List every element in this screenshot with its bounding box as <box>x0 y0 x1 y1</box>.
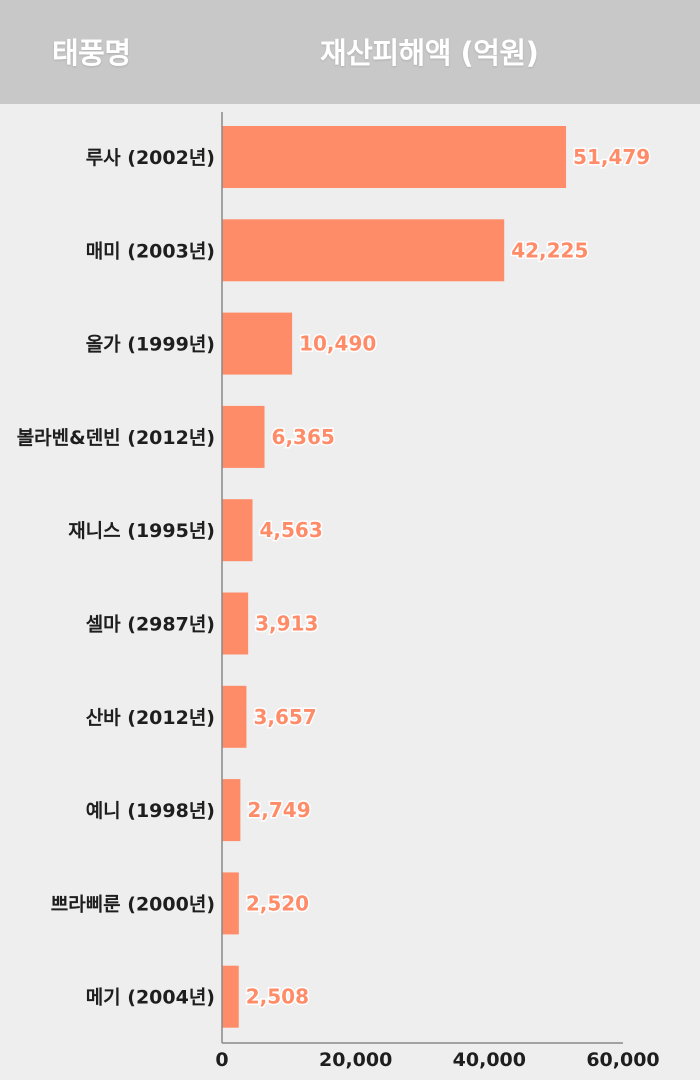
bar <box>222 965 239 1028</box>
category-label: 셀마 (2987년) <box>86 614 215 636</box>
value-label: 3,913 <box>255 612 318 636</box>
value-label: 42,225 <box>511 238 588 262</box>
bar <box>222 219 505 282</box>
bar <box>222 499 253 562</box>
x-tick-label: 40,000 <box>453 1049 526 1071</box>
value-label: 10,490 <box>299 332 376 356</box>
bar <box>222 405 265 468</box>
category-label: 산바 (2012년) <box>86 707 215 729</box>
value-label: 6,365 <box>272 425 335 449</box>
category-label: 메기 (2004년) <box>86 987 215 1009</box>
value-label: 3,657 <box>253 705 316 729</box>
table-header: 태풍명 재산피해액 (억원) <box>0 0 700 104</box>
bar <box>222 126 567 188</box>
damage-bar-chart: 루사 (2002년) 51,479 매미 (2003년) 42,225 올가 (1999… <box>17 112 660 1071</box>
category-label: 루사 (2002년) <box>86 147 215 169</box>
bar <box>222 592 249 655</box>
category-label: 볼라벤&덴빈 (2012년) <box>17 427 215 449</box>
header-typhoon-name: 태풍명 <box>52 36 131 70</box>
header-damage-amount: 재산피해액 (억원) <box>320 36 539 70</box>
value-label: 51,479 <box>573 145 650 169</box>
x-tick-label: 60,000 <box>586 1049 659 1071</box>
x-tick-label: 20,000 <box>319 1049 392 1071</box>
bar <box>222 685 247 748</box>
category-label: 매미 (2003년) <box>86 240 215 262</box>
value-label: 4,563 <box>259 518 322 542</box>
category-label: 올가 (1999년) <box>86 334 215 356</box>
bar <box>222 872 239 935</box>
category-label: 재니스 (1995년) <box>68 520 215 542</box>
bar <box>222 312 293 375</box>
category-label: 쁘라삐룬 (2000년) <box>51 893 215 915</box>
value-label: 2,749 <box>247 798 310 822</box>
category-label: 예니 (1998년) <box>86 800 215 822</box>
bar <box>222 779 241 842</box>
value-label: 2,520 <box>246 891 309 915</box>
x-tick-label: 0 <box>215 1049 228 1071</box>
value-label: 2,508 <box>246 985 309 1009</box>
